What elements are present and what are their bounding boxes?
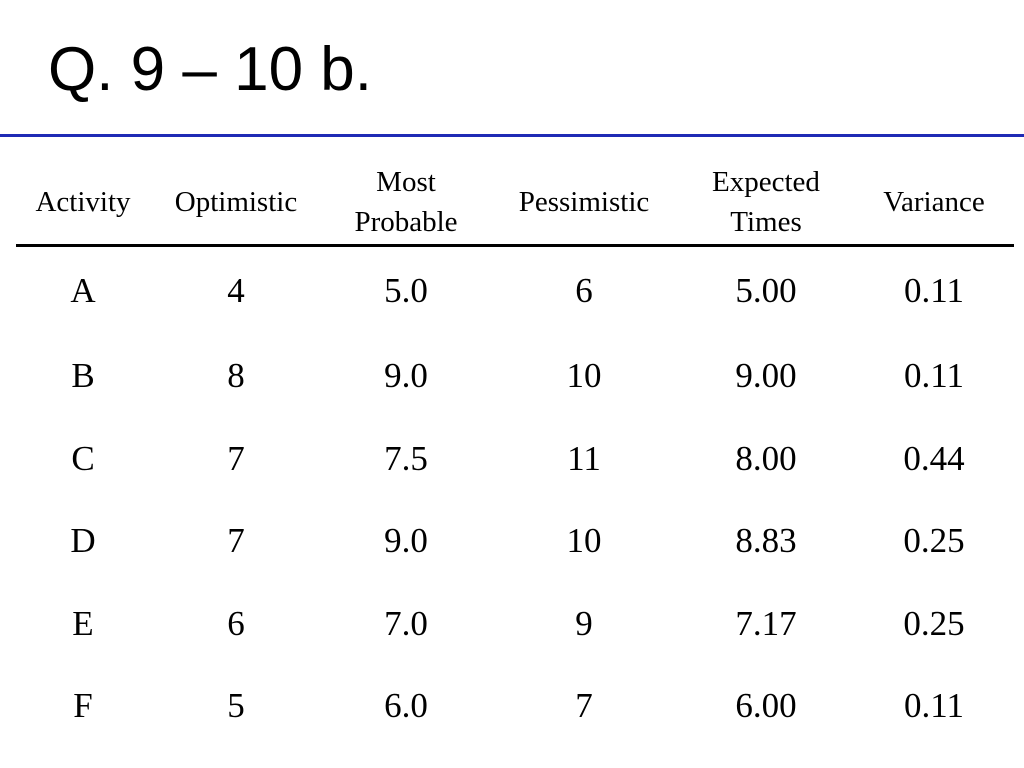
cell-most-probable: 5.0: [384, 271, 428, 310]
table-row: E 6 7.0 9 7.17 0.25: [16, 583, 1014, 666]
cell-optimistic: 7: [227, 438, 245, 478]
header-variance: Variance: [854, 160, 1014, 247]
cell-activity: C: [71, 438, 95, 478]
slide-title: Q. 9 – 10 b.: [48, 35, 372, 104]
cell-pessimistic: 6: [575, 271, 593, 310]
cell-variance: 0.25: [903, 521, 965, 561]
cell-optimistic: 5: [227, 686, 245, 726]
table-row: B 8 9.0 10 9.00 0.11: [16, 335, 1014, 418]
cell-activity: A: [70, 271, 96, 310]
cell-pessimistic: 9: [575, 603, 593, 643]
cell-pessimistic: 10: [566, 356, 602, 396]
cell-activity: D: [70, 521, 96, 561]
header-variance-label: Variance: [883, 186, 985, 218]
cell-variance: 0.11: [904, 356, 964, 396]
cell-expected-time: 6.00: [735, 686, 797, 726]
title-divider: [0, 134, 1024, 137]
header-pessimistic: Pessimistic: [490, 160, 678, 247]
cell-expected-time: 8.00: [735, 438, 797, 478]
cell-expected-time: 9.00: [735, 356, 797, 396]
header-pessimistic-label: Pessimistic: [518, 186, 650, 218]
cell-expected-time: 8.83: [735, 521, 797, 561]
cell-optimistic: 4: [227, 271, 245, 310]
cell-optimistic: 7: [227, 521, 245, 561]
cell-optimistic: 8: [227, 356, 245, 396]
cell-expected-time: 7.17: [735, 603, 797, 643]
cell-activity: E: [72, 603, 94, 643]
table-row: C 7 7.5 11 8.00 0.44: [16, 418, 1014, 501]
cell-variance: 0.25: [903, 603, 965, 643]
cell-most-probable: 9.0: [384, 521, 428, 561]
header-expected-times: Expected Times: [678, 160, 854, 247]
cell-variance: 0.11: [904, 686, 964, 726]
cell-most-probable: 7.5: [384, 438, 428, 478]
table-header-row: Activity Optimistic Most Probable Pessim…: [16, 160, 1014, 247]
header-most-probable: Most Probable: [322, 160, 490, 247]
cell-pessimistic: 11: [567, 438, 601, 478]
cell-pessimistic: 10: [566, 521, 602, 561]
cell-pessimistic: 7: [575, 686, 593, 726]
header-expected-times-line-1: Expected: [712, 166, 820, 198]
cell-optimistic: 6: [227, 603, 245, 643]
header-activity-label: Activity: [35, 186, 131, 218]
cell-activity: F: [73, 686, 93, 726]
header-activity: Activity: [16, 160, 150, 247]
cell-most-probable: 6.0: [384, 686, 428, 726]
header-most-probable-line-2: Probable: [354, 206, 458, 238]
header-expected-times-line-2: Times: [730, 206, 802, 238]
cell-variance: 0.44: [903, 438, 965, 478]
cell-activity: B: [71, 356, 95, 396]
header-optimistic-label: Optimistic: [174, 186, 298, 218]
table-row: A 4 5.0 6 5.00 0.11: [16, 246, 1014, 336]
cell-expected-time: 5.00: [735, 271, 797, 310]
header-most-probable-line-1: Most: [376, 166, 436, 198]
cell-most-probable: 9.0: [384, 356, 428, 396]
cell-variance: 0.11: [904, 271, 964, 310]
activity-time-table: Activity Optimistic Most Probable Pessim…: [16, 160, 1014, 748]
header-optimistic: Optimistic: [150, 160, 322, 247]
cell-most-probable: 7.0: [384, 603, 428, 643]
table-row: D 7 9.0 10 8.83 0.25: [16, 500, 1014, 583]
table-row: F 5 6.0 7 6.00 0.11: [16, 665, 1014, 748]
